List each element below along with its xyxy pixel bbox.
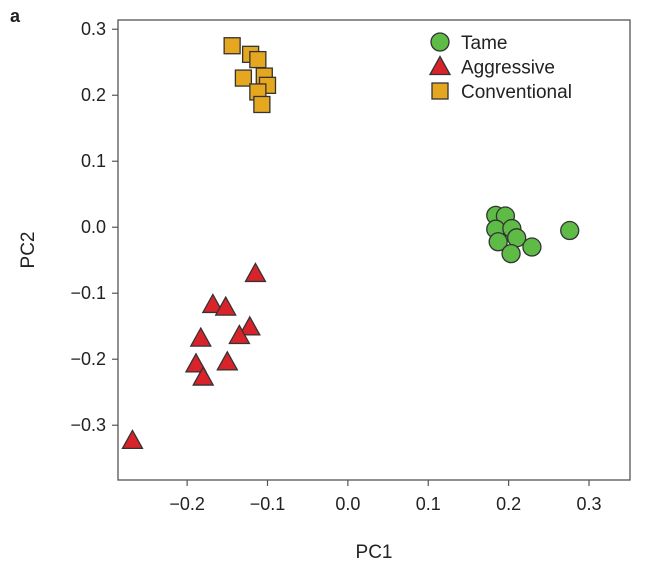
- aggressive-point: [121, 429, 144, 450]
- plot-frame: [117, 19, 631, 481]
- y-tick-label: 0.3: [81, 19, 106, 39]
- aggressive-point: [184, 352, 208, 373]
- y-tick-label: 0.0: [81, 217, 106, 237]
- aggressive-point: [192, 365, 215, 386]
- legend-conventional-marker: [431, 82, 449, 100]
- tame-point: [501, 243, 521, 264]
- y-tick-label: −0.3: [70, 415, 106, 435]
- y-tick-label: −0.1: [70, 283, 106, 303]
- conventional-point: [234, 69, 253, 87]
- y-axis-label: PC2: [18, 232, 39, 269]
- aggressive-point: [201, 293, 224, 314]
- tame-point: [522, 237, 542, 257]
- conventional-point: [249, 50, 267, 69]
- aggressive-point: [214, 295, 237, 316]
- legend-aggressive-marker: [428, 55, 452, 76]
- aggressive-point: [228, 324, 251, 345]
- legend-tame-label: Tame: [461, 33, 507, 54]
- x-axis-label: PC1: [356, 542, 393, 558]
- x-tick-label: 0.0: [335, 494, 360, 514]
- x-tick-label: 0.1: [416, 494, 441, 514]
- aggressive-point: [189, 326, 212, 347]
- conventional-point: [223, 37, 241, 55]
- y-tick-label: 0.1: [81, 151, 106, 171]
- legend-tame-marker: [430, 32, 450, 52]
- aggressive-point: [238, 315, 261, 336]
- aggressive-point: [244, 262, 267, 283]
- y-tick-label: −0.2: [70, 349, 106, 369]
- tame-point: [560, 220, 580, 241]
- y-tick-label: 0.2: [81, 85, 106, 105]
- tame-point: [488, 232, 508, 252]
- x-tick-label: 0.2: [496, 494, 521, 514]
- x-tick-label: −0.1: [250, 494, 286, 514]
- x-tick-label: 0.3: [576, 494, 601, 514]
- conventional-point: [253, 95, 271, 114]
- aggressive-point: [216, 350, 239, 371]
- legend-aggressive-label: Aggressive: [461, 58, 555, 79]
- panel-label: a: [10, 6, 21, 26]
- x-tick-label: −0.2: [169, 494, 205, 514]
- legend-conventional-label: Conventional: [461, 82, 572, 103]
